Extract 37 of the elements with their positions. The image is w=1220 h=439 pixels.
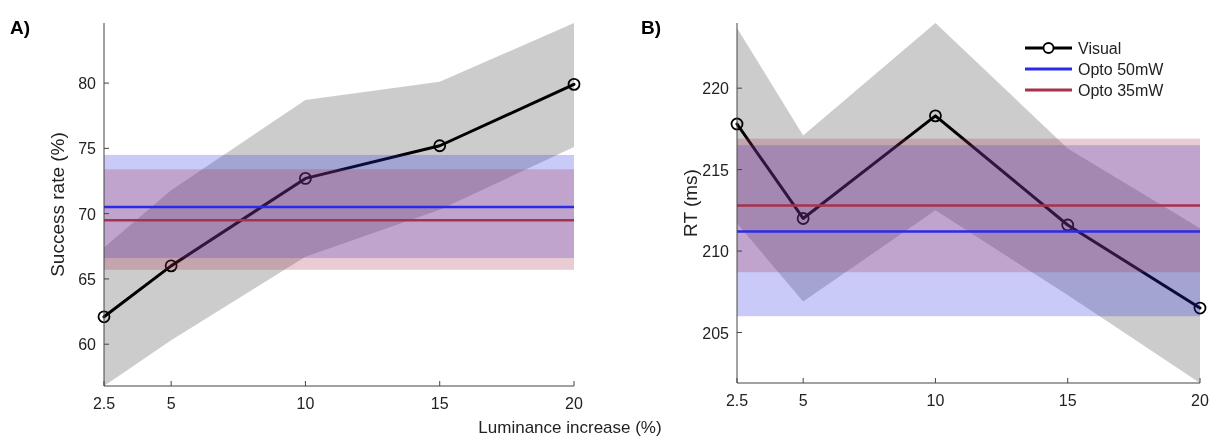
legend-label: Visual: [1078, 39, 1122, 57]
point: [567, 77, 581, 91]
x-tick-label: 5: [798, 392, 808, 409]
point: [929, 109, 942, 123]
point: [433, 139, 447, 153]
chart-title: B): [641, 17, 662, 38]
x-tick-label: 20: [1191, 392, 1209, 409]
point: [97, 310, 111, 324]
y-axis-title: Success rate (%): [47, 132, 68, 277]
x-tick-label: 5: [166, 395, 176, 412]
point: [1193, 301, 1207, 315]
x-tick-label: 20: [565, 395, 583, 412]
x-tick-label: 2.5: [92, 395, 116, 412]
y-tick-label: 75: [78, 140, 97, 158]
point: [796, 212, 810, 225]
y-tick-label: 70: [78, 205, 97, 223]
y-tick-label: 80: [78, 75, 97, 93]
x-tick-label: 10: [296, 395, 315, 412]
x-axis-title: Luminance increase (%): [478, 418, 662, 437]
chart-title: A): [10, 17, 31, 38]
x-tick-label: 15: [430, 395, 449, 412]
y-tick-label: 220: [702, 80, 730, 98]
legend-label: Opto 35mW: [1078, 81, 1165, 99]
point: [730, 117, 744, 131]
y-tick-label: 215: [702, 161, 730, 179]
x-tick-label: 2.5: [725, 392, 749, 409]
point: [1061, 218, 1075, 232]
y-tick-label: 205: [702, 324, 730, 342]
y-tick-label: 210: [702, 243, 730, 261]
point: [299, 171, 312, 185]
x-tick-label: 15: [1058, 392, 1077, 409]
y-tick-label: 60: [78, 336, 97, 354]
legend-label: Opto 50mW: [1078, 60, 1165, 78]
x-tick-label: 10: [926, 392, 945, 409]
point: [164, 259, 178, 273]
y-axis-title: RT (ms): [680, 169, 701, 237]
y-tick-label: 65: [78, 270, 97, 288]
